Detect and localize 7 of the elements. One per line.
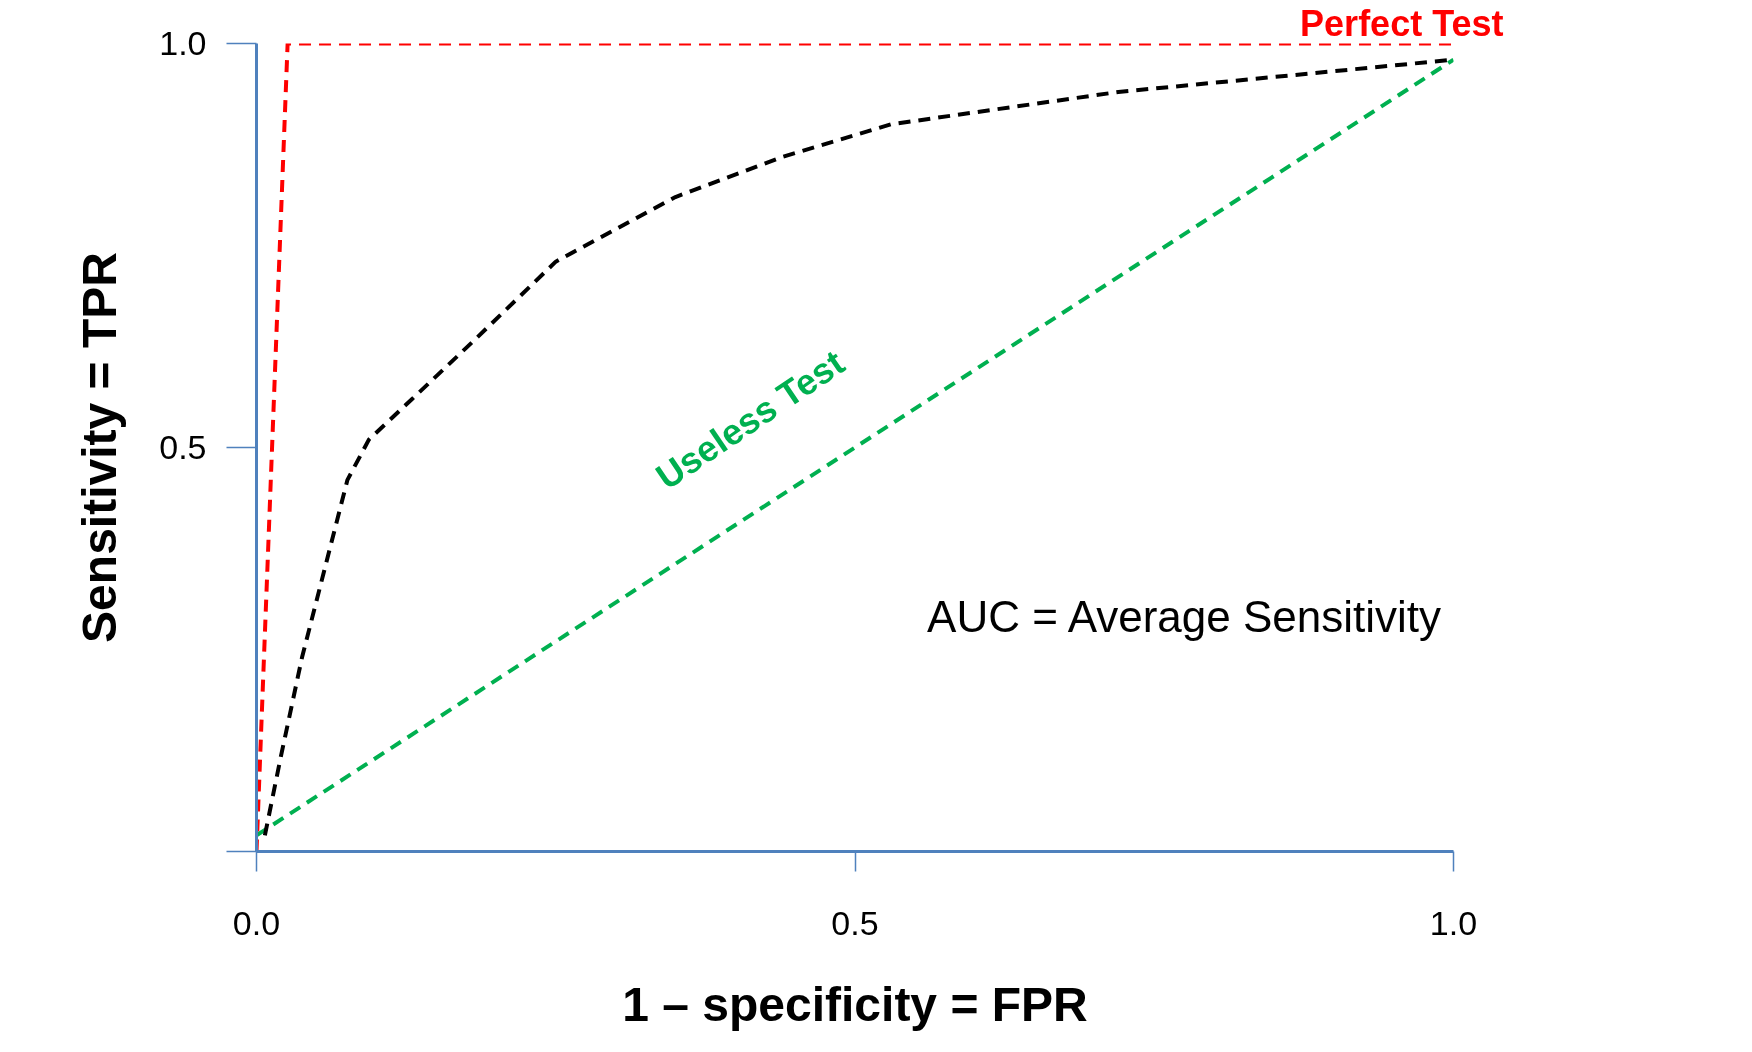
x-tick-label: 0.5 (831, 903, 879, 942)
annotation: AUC = Average Sensitivity (927, 591, 1442, 641)
y-axis-title: Sensitivity = TPR (73, 252, 127, 643)
series-label: Perfect Test (1300, 2, 1504, 44)
x-tick-label: 1.0 (1429, 903, 1478, 942)
x-tick-label: 0.0 (232, 903, 281, 942)
x-axis-title: 1 – specificity = FPR (622, 977, 1088, 1031)
